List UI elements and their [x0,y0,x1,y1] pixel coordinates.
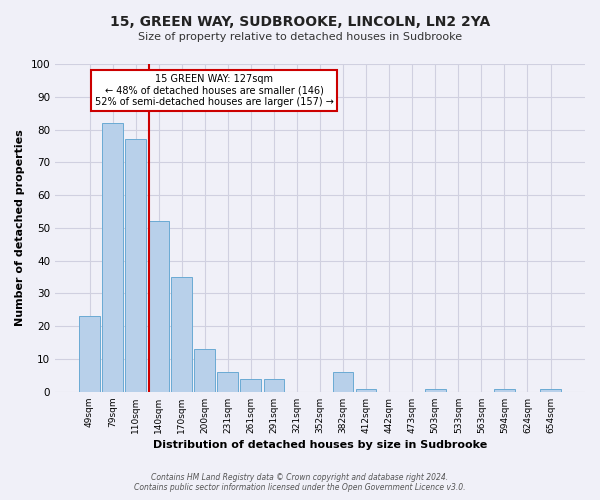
Bar [263,378,284,392]
Text: 15, GREEN WAY, SUDBROOKE, LINCOLN, LN2 2YA: 15, GREEN WAY, SUDBROOKE, LINCOLN, LN2 2… [110,15,490,29]
Bar [494,388,515,392]
Bar [217,372,238,392]
Bar [540,388,561,392]
Y-axis label: Number of detached properties: Number of detached properties [15,130,25,326]
Bar [356,388,376,392]
Text: Size of property relative to detached houses in Sudbrooke: Size of property relative to detached ho… [138,32,462,42]
Bar [148,222,169,392]
Bar [241,378,261,392]
Bar [102,123,123,392]
Bar [79,316,100,392]
Bar [172,277,192,392]
Text: Contains HM Land Registry data © Crown copyright and database right 2024.
Contai: Contains HM Land Registry data © Crown c… [134,473,466,492]
Text: 15 GREEN WAY: 127sqm
← 48% of detached houses are smaller (146)
52% of semi-deta: 15 GREEN WAY: 127sqm ← 48% of detached h… [95,74,334,107]
Bar [332,372,353,392]
Bar [425,388,446,392]
Bar [194,349,215,392]
X-axis label: Distribution of detached houses by size in Sudbrooke: Distribution of detached houses by size … [153,440,487,450]
Bar [125,140,146,392]
